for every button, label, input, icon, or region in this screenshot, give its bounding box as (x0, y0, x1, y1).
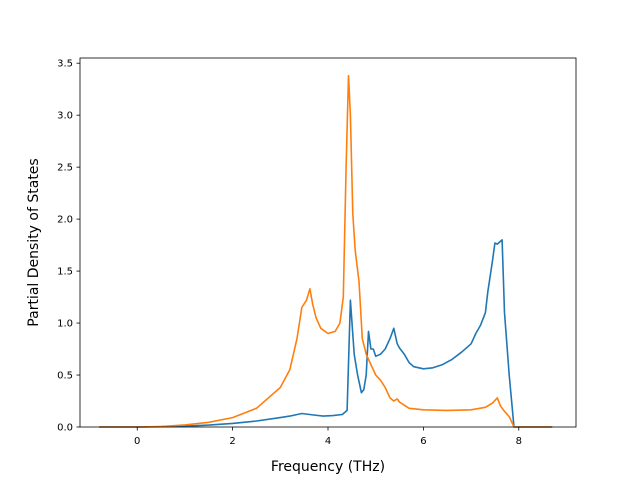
y-tick-label: 1.0 (57, 319, 73, 330)
y-tick-label: 1.5 (57, 267, 73, 278)
x-tick-label: 6 (420, 436, 426, 447)
y-axis-label: Partial Density of States (26, 158, 42, 326)
tick-layer: 0 2 4 6 8 0.0 0.5 1.0 1.5 2.0 2.5 3.0 3.5 (57, 59, 522, 447)
x-tick-label: 8 (516, 436, 522, 447)
y-tick-label: 0.0 (57, 423, 73, 434)
series-line-2 (99, 74, 553, 428)
x-tick-label: 2 (229, 436, 235, 447)
y-tick-label: 3.5 (57, 59, 73, 70)
x-tick-label: 0 (134, 436, 140, 447)
x-axis-label: Frequency (THz) (271, 459, 385, 475)
series-line-1 (99, 239, 553, 428)
x-tick-label: 4 (325, 436, 331, 447)
y-tick-label: 2.5 (57, 163, 73, 174)
y-tick-label: 0.5 (57, 371, 73, 382)
y-tick-label: 2.0 (57, 215, 73, 226)
series-layer (99, 74, 553, 428)
y-tick-label: 3.0 (57, 111, 73, 122)
